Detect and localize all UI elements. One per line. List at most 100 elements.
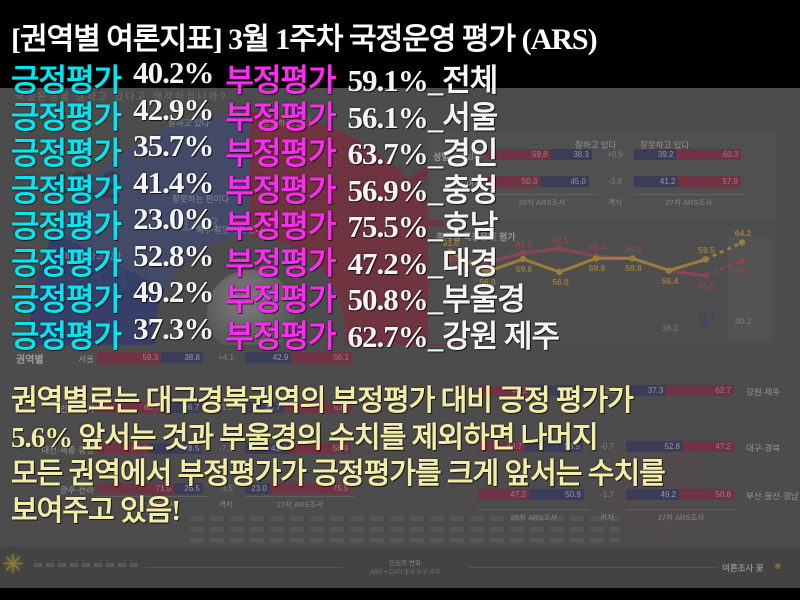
- gender-panel-title: 성별: [433, 152, 450, 162]
- regional-right-row-label: 부산·울산·경남: [746, 491, 799, 501]
- positive-label: 긍정평가: [11, 63, 122, 98]
- positive-value: 37.3%: [133, 311, 214, 346]
- axis-label-prev: 26차 ARS조사: [510, 513, 558, 522]
- positive-value: 35.7%: [133, 128, 214, 163]
- regional-right-bar-positive-prev: 49.6: [530, 385, 584, 396]
- regional-panel-title: 권역별: [16, 355, 44, 366]
- positive-label: 긍정평가: [11, 282, 122, 317]
- gender-bar-negative-prev: 59.8: [486, 149, 551, 160]
- trend-value-negative: 60.4: [588, 242, 606, 253]
- commentary-line: 모든 권역에서 부정평가가 긍정평가를 크게 앞서는 수치를: [11, 458, 666, 490]
- rating-line: 긍정평가 37.3% 부정평가 62.7%_강원 제주: [11, 311, 560, 356]
- negative-label: 부정평가: [225, 319, 336, 354]
- axis-label-curr: 27차 ARS조사: [665, 198, 713, 207]
- commentary-line: 권역별로는 대구경북권역의 부정평가 대비 긍정 평가가: [11, 385, 634, 417]
- donut-very-positive-label: 매우 잘하고 있다: [62, 251, 122, 261]
- footer-divider: [145, 567, 343, 568]
- negative-label: 부정평가: [225, 63, 336, 98]
- regional-right-bar-positive-curr: 37.3: [626, 385, 667, 396]
- negative-value-region: 62.7%_강원 제주: [347, 319, 560, 354]
- regional-left-bar-positive-prev: 36.7: [162, 402, 203, 413]
- commentary-line: 5.6% 앞서는 것과 부울경의 수치를 제외하면 나머지: [11, 422, 599, 454]
- trend-value-secondary: 59.8: [625, 263, 642, 274]
- regional-right-bar-negative-curr: 62.7: [666, 385, 734, 396]
- regional-left-bar-positive-curr: 23.0: [245, 483, 270, 494]
- trend-value-negative: 59.8: [625, 244, 642, 255]
- negative-value-region: 50.8%_부울경: [347, 282, 525, 317]
- faint-paragraph-line: [190, 527, 620, 532]
- regional-right-bar-negative-curr: 50.8: [679, 489, 734, 500]
- axis-line: [486, 194, 598, 195]
- donut-positive-big-value: 40.2: [48, 165, 122, 207]
- regional-left-gap-value: +4.1: [218, 353, 234, 362]
- regional-left-bar-negative-curr: 56.9: [289, 443, 352, 454]
- gender-bar-positive-prev: 38.3: [550, 149, 592, 160]
- positive-value: 41.4%: [133, 165, 214, 200]
- regional-left-bar-positive-curr: 35.7: [245, 402, 284, 413]
- positive-label: 긍정평가: [11, 209, 122, 244]
- donut-label-negative: 잘못하고 있다: [262, 118, 312, 128]
- rating-line: 긍정평가 40.2% 부정평가 59.1%_전체: [11, 55, 498, 100]
- regional-right-bar-positive-curr: 52.8: [626, 441, 684, 452]
- regional-left-row-label: 대전·세종·충청: [41, 445, 94, 455]
- trend-value-secondary: 61.6: [442, 237, 460, 248]
- axis-label-curr: 27차 ARS조사: [276, 500, 324, 509]
- trend-value-secondary: 59.6: [515, 264, 533, 275]
- axis-line: [626, 509, 736, 510]
- regional-left-bar-positive-prev: 26.5: [174, 483, 203, 494]
- page-title: [권역별 여론지표] 3월 1주차 국정운영 평가 (ARS): [11, 23, 598, 56]
- negative-value-region: 56.9%_충청: [347, 173, 498, 208]
- trend-value-negative: 56.4: [661, 275, 679, 286]
- regional-left-row-label: 광주·전라: [59, 485, 94, 495]
- trend-title: 주차별 국정운영 평가: [436, 232, 516, 242]
- rating-line: 긍정평가 35.7% 부정평가 63.7%_경인: [11, 128, 498, 173]
- trend-extra-value: 38.1: [442, 323, 460, 334]
- footer-left-text-faint: [34, 563, 139, 567]
- negative-label: 부정평가: [225, 100, 336, 135]
- gender-bar-negative-prev: 50.3: [486, 176, 541, 187]
- negative-label: 부정평가: [225, 209, 336, 244]
- regional-left-bar-negative-prev: 49.0: [97, 443, 150, 454]
- portrait-photo: [207, 270, 295, 354]
- gender-bar-negative-curr: 60.3: [676, 149, 742, 160]
- regional-right-bar-negative-curr: 47.2: [683, 441, 734, 452]
- trend-value-negative: 59.1: [734, 265, 752, 276]
- positive-value: 40.2%: [133, 55, 214, 90]
- regional-right-gap-value: -0.7: [600, 442, 614, 451]
- donut-very-positive-value: 23.4: [70, 262, 129, 295]
- regional-left-bar-positive-prev: 48.5: [149, 443, 203, 454]
- gender-row-label: 여자: [466, 178, 482, 188]
- negative-value-region: 56.1%_서울: [347, 100, 498, 135]
- trend-value-negative: 58.7: [479, 248, 496, 259]
- gender-row-label: 남자: [466, 151, 482, 161]
- footer-brand: 여론조사 꽃: [722, 563, 764, 573]
- gender-bar-negative-curr: 57.9: [678, 176, 742, 187]
- rating-line: 긍정평가 41.4% 부정평가 56.9%_충청: [11, 165, 498, 210]
- gender-bar-positive-prev: 45.0: [540, 176, 589, 187]
- regional-right-bar-positive-curr: 49.2: [626, 489, 680, 500]
- regional-right-bar-positive-prev: 53.5: [525, 441, 583, 452]
- positive-label: 긍정평가: [11, 319, 122, 354]
- gender-gap-value: -3.8: [608, 177, 622, 186]
- negative-value-region: 59.1%_전체: [347, 63, 498, 98]
- axis-label-gap: 격차: [600, 513, 614, 522]
- trend-value-secondary: 56.4: [661, 275, 679, 286]
- trend-extra-value: 38.2: [661, 323, 679, 334]
- regional-left-gap-value: -7.1: [219, 444, 233, 453]
- regional-right-bar-positive-prev: 50.9: [528, 489, 584, 500]
- faint-paragraph-line: [190, 516, 620, 521]
- donut-segment-value: 14.8: [180, 214, 219, 236]
- axis-label-prev: 26차 ARS조사: [129, 500, 177, 509]
- regional-left-gap-value: -1.0: [219, 403, 233, 412]
- positive-label: 긍정평가: [11, 173, 122, 208]
- regional-left-bar-positive-prev: 38.8: [161, 352, 203, 363]
- footer-starburst-icon: ✳: [2, 549, 24, 579]
- regional-right-row-label: 대구·경북: [746, 443, 781, 453]
- positive-value: 23.0%: [133, 201, 214, 236]
- positive-label: 긍정평가: [11, 246, 122, 281]
- axis-label-gap: 격차: [608, 198, 622, 207]
- positive-label: 긍정평가: [11, 100, 122, 135]
- negative-label: 부정평가: [225, 173, 336, 208]
